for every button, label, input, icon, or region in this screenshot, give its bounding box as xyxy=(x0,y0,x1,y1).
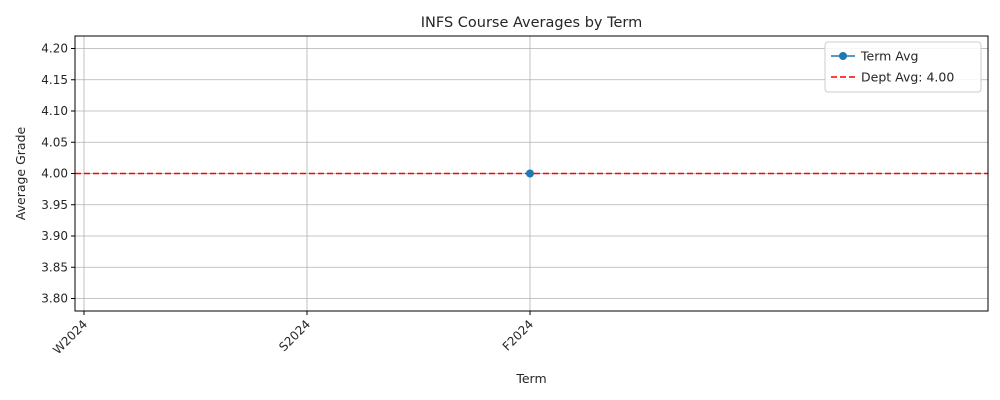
y-tick-label: 4.15 xyxy=(41,73,68,87)
y-tick-label: 4.00 xyxy=(41,167,68,181)
data-point xyxy=(526,169,534,178)
y-tick-label: 3.95 xyxy=(41,198,68,212)
x-axis-label: Term xyxy=(515,371,546,386)
y-axis-label: Average Grade xyxy=(13,126,28,220)
y-tick-label: 3.80 xyxy=(41,292,68,306)
y-tick-label: 4.05 xyxy=(41,135,68,149)
legend-label-term-avg: Term Avg xyxy=(860,49,918,64)
legend-marker-term-avg xyxy=(839,52,847,60)
y-tick-label: 4.20 xyxy=(41,42,68,56)
chart-title: INFS Course Averages by Term xyxy=(421,15,643,31)
legend-box xyxy=(824,41,982,93)
legend: Term Avg Dept Avg: 4.00 xyxy=(824,41,982,93)
y-axis-ticks: 3.80 3.85 3.90 3.95 4.00 4.05 4.10 4.15 4.20 xyxy=(41,42,75,306)
series-layer xyxy=(526,169,534,178)
y-tick-label: 4.10 xyxy=(41,104,68,118)
y-tick-label: 3.85 xyxy=(41,260,68,274)
legend-label-dept-avg: Dept Avg: 4.00 xyxy=(861,70,954,85)
y-tick-label: 3.90 xyxy=(41,229,68,243)
